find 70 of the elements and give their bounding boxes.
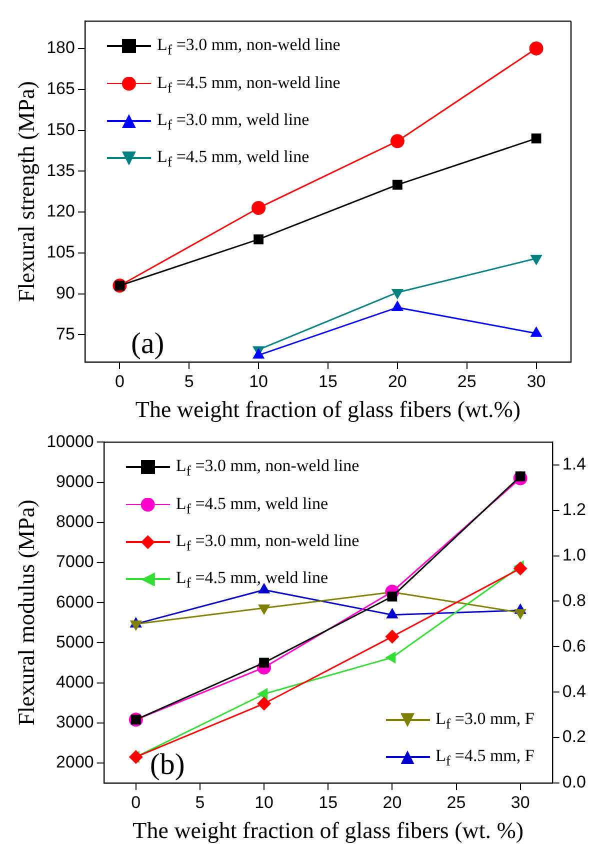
y-tick-label: 105 [46, 242, 75, 262]
x-tick-label: 30 [526, 372, 546, 391]
x-tick-label: 0 [114, 372, 124, 391]
point [259, 658, 269, 668]
y-tick-label: 135 [46, 160, 75, 180]
y2-tick-label: 0.8 [562, 590, 586, 610]
y-tick-label: 10000 [46, 432, 94, 451]
point [530, 254, 542, 266]
point [387, 592, 398, 602]
y-tick-label: 3000 [56, 712, 94, 732]
point [257, 688, 268, 700]
x-tick-label: 25 [446, 792, 466, 812]
point [392, 180, 402, 190]
point [254, 234, 264, 244]
point [391, 288, 404, 300]
x-tick-label: 20 [382, 792, 402, 812]
y2-tick-label: 0.2 [562, 727, 586, 746]
annotation: (a) [130, 326, 164, 360]
x-tick-label: 30 [510, 792, 530, 812]
y2-tick-label: 1.2 [562, 500, 586, 520]
y-tick-label: 5000 [56, 632, 94, 652]
x-axis-title: The weight fraction of glass fibers (wt. %) [132, 818, 524, 844]
x-tick-label: 10 [254, 792, 274, 812]
point [531, 133, 542, 144]
point [385, 630, 400, 644]
legend-label: L$_{f}$ =4.5 mm, weld line [176, 494, 328, 517]
x-tick-label: 15 [318, 792, 338, 812]
legend-label: L$_{f}$ =3.0 mm, non-weld line [176, 456, 360, 480]
legend-label: L$_{f}$ =3.0 mm, non-weld line [176, 530, 360, 554]
y-tick-label: 75 [56, 324, 75, 344]
y-tick-label: 90 [56, 284, 75, 303]
y-tick-label: 180 [46, 38, 75, 58]
legend-label: L$_{f}$ =3.0 mm, weld line [156, 110, 310, 134]
y-tick-label: 7000 [56, 552, 94, 572]
legend-label: L$_{f}$ =4.5 mm, F [436, 746, 534, 770]
point [128, 750, 143, 764]
x-tick-label: 15 [318, 372, 338, 391]
legend-label: L$_{f}$ =3.0 mm, F [436, 709, 534, 732]
y2-tick-label: 1.4 [562, 454, 586, 474]
legend-label: L$_{f}$ =4.5 mm, weld line [176, 568, 328, 592]
y-tick-label: 165 [46, 79, 75, 98]
y2-tick-label: 0.0 [562, 772, 586, 792]
annotation: (b) [150, 748, 185, 781]
x-tick-label: 20 [388, 372, 407, 391]
y-axis-title: Flexural strength (MPa) [14, 81, 39, 302]
x-tick-label: 5 [184, 372, 194, 391]
y-tick-label: 6000 [56, 592, 94, 612]
legend-label: L$_{f}$ =3.0 mm, non-weld line [156, 35, 340, 59]
x-tick-label: 0 [131, 792, 141, 812]
y-tick-label: 9000 [56, 472, 94, 491]
point [257, 696, 272, 711]
point [252, 200, 266, 215]
x-axis-title: The weight fraction of glass fibers (wt.%) [135, 397, 521, 422]
y2-tick-label: 0.4 [562, 682, 586, 701]
x-tick-label: 25 [457, 372, 476, 391]
x-tick-label: 10 [249, 372, 268, 391]
x-tick-label: 5 [195, 792, 205, 812]
point [529, 41, 544, 56]
legend-label: L$_{f}$ =4.5 mm, weld line [156, 147, 310, 171]
y-tick-label: 8000 [56, 512, 94, 532]
point [513, 561, 528, 576]
y-axis-title: Flexural modulus (MPa) [14, 500, 39, 726]
y-tick-label: 2000 [56, 752, 94, 772]
y-tick-label: 4000 [56, 672, 94, 692]
y2-tick-label: 0.6 [562, 636, 586, 656]
y2-tick-label: 1.0 [562, 545, 586, 564]
y-tick-label: 120 [46, 202, 75, 221]
legend-label: L$_{f}$ =4.5 mm, non-weld line [156, 72, 340, 96]
point [390, 134, 404, 148]
y-tick-label: 150 [46, 120, 75, 139]
